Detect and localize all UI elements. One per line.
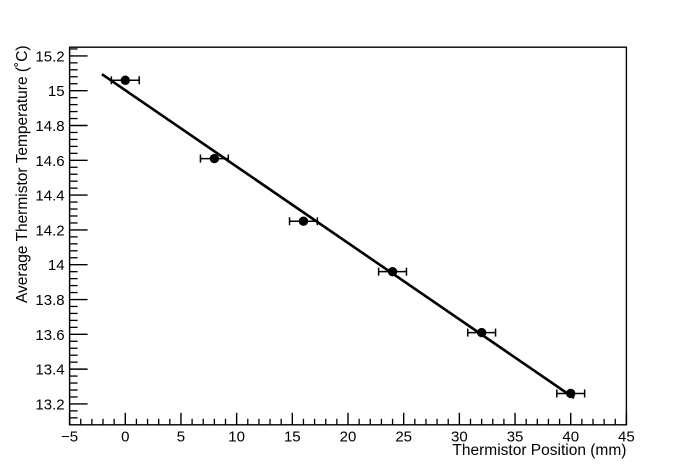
- x-axis-tick-label: 45: [618, 428, 635, 445]
- x-axis-tick-label: 0: [121, 428, 129, 445]
- y-axis-tick-label: 13.8: [35, 292, 64, 309]
- y-axis-tick-label: 14.8: [35, 118, 64, 135]
- y-axis-tick-label: 14: [48, 257, 65, 274]
- data-point-marker: [476, 327, 487, 338]
- x-axis-title: Thermistor Position (mm): [452, 442, 626, 459]
- y-axis-tick-label: 14.2: [35, 222, 64, 239]
- x-axis-tick-label: 25: [395, 428, 412, 445]
- x-axis-tick-label: 10: [228, 428, 245, 445]
- x-axis-tick-label: 40: [562, 428, 579, 445]
- x-axis-tick-label: 15: [284, 428, 301, 445]
- y-axis-tick-label: 15.2: [35, 48, 64, 65]
- x-axis-tick-label: 20: [340, 428, 357, 445]
- data-point-marker: [387, 266, 398, 277]
- chart-plot-area: −5 0 5 10 15 20 25 30 35 40 45 13.2 13.4 13.6 13.8 14 14…: [35, 46, 635, 445]
- y-axis-tick-label: 13.4: [35, 362, 64, 379]
- y-axis-tick-label: 14.6: [35, 153, 64, 170]
- data-point-marker: [120, 75, 130, 85]
- y-axis-tick-label: 15: [48, 83, 65, 100]
- fit-line: [101, 73, 575, 400]
- plot-frame: [68, 46, 628, 426]
- data-point-marker: [566, 388, 576, 399]
- x-axis-tick-label: 35: [507, 428, 524, 445]
- x-axis-tick-label: −5: [61, 428, 78, 445]
- data-point-marker: [209, 153, 220, 164]
- y-axis-tick-label: 13.2: [35, 396, 64, 413]
- y-axis-tick-label: 13.6: [35, 327, 64, 344]
- x-axis-tick-label: 5: [177, 428, 185, 445]
- data-point-marker: [298, 216, 309, 226]
- x-axis-tick-label: 30: [451, 428, 468, 445]
- y-axis-title: Average Thermistor Temperature (˚C): [14, 45, 31, 303]
- y-axis-tick-label: 14.4: [35, 188, 64, 205]
